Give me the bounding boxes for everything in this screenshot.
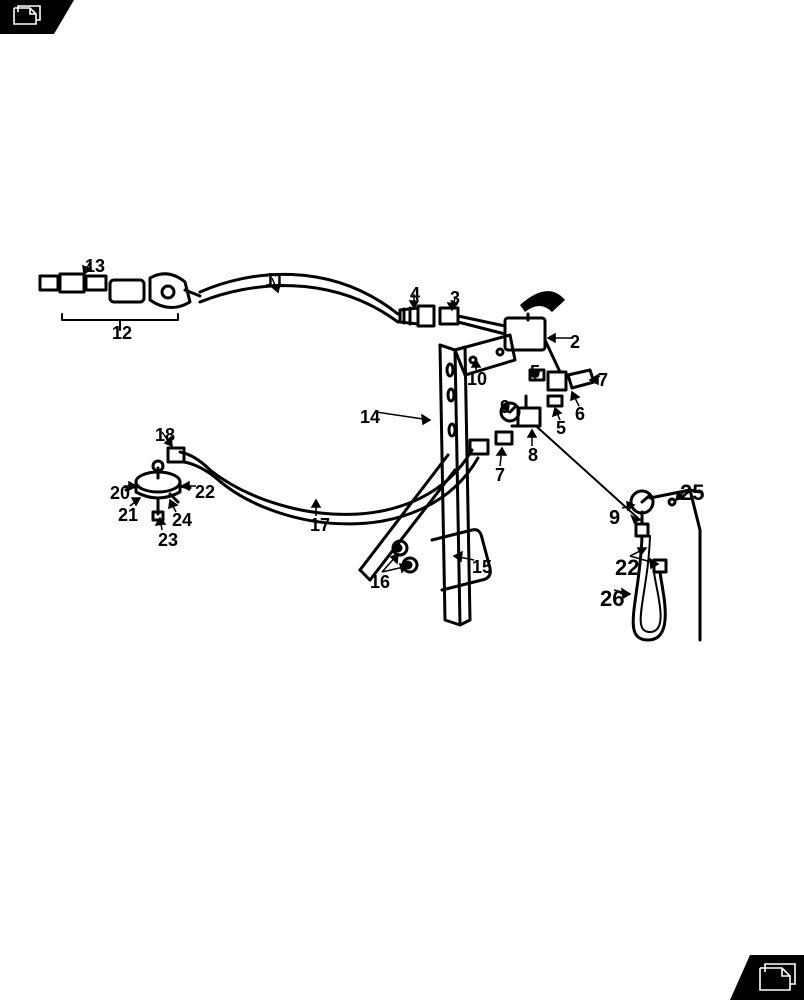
corner-badge-bottom-right <box>0 0 804 1000</box>
diagram-container: 2345567789910111213141516171820212222232… <box>0 0 804 1000</box>
